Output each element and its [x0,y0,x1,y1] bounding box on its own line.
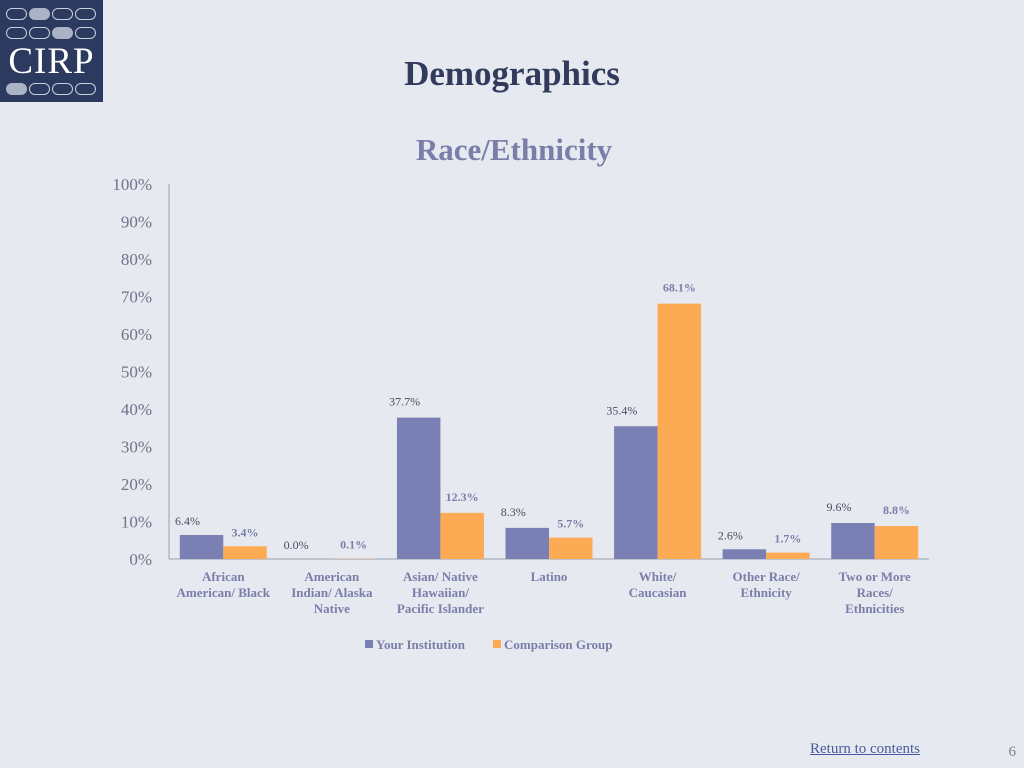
x-category-label: White/ [639,569,677,584]
bar-your-institution [831,523,875,559]
legend-swatch [493,640,501,648]
y-tick-label: 40% [121,400,152,419]
data-label: 2.6% [718,528,743,542]
data-label: 1.7% [774,532,801,546]
x-category-label: Native [314,601,350,616]
data-label: 6.4% [175,514,200,528]
x-category-label: Asian/ Native [403,569,478,584]
logo-pill [52,27,73,39]
x-category-label: American [304,569,360,584]
x-category-label: Caucasian [629,585,688,600]
logo-pill [6,8,27,20]
bar-your-institution [614,426,658,559]
y-tick-label: 0% [129,550,152,569]
logo-pill [6,83,27,95]
logo-pill [29,27,50,39]
data-label: 8.3% [501,505,526,519]
data-label: 0.0% [284,538,309,552]
y-tick-label: 10% [121,513,152,532]
chart-title: Race/Ethnicity [415,132,613,167]
logo-pill [75,8,96,20]
y-tick-label: 20% [121,475,152,494]
bar-comparison-group [874,526,919,559]
logo-pill [6,27,27,39]
page-title: Demographics [404,54,620,93]
bar-comparison-group [549,537,593,559]
x-category-label: African [202,569,245,584]
logo-pill [75,83,96,95]
cirp-logo: CIRP [0,0,103,102]
logo-pill [75,27,96,39]
legend-swatch [365,640,373,648]
y-tick-label: 80% [121,250,152,269]
data-label: 8.8% [883,503,910,517]
return-to-contents-link[interactable]: Return to contents [810,741,920,757]
page-number: 6 [1008,744,1017,760]
y-tick-label: 60% [121,325,152,344]
x-category-label: Pacific Islander [397,601,484,616]
y-tick-label: 30% [121,438,152,457]
logo-text: CIRP [8,41,95,82]
bar-comparison-group [766,552,810,559]
logo-pill [29,8,50,20]
data-label: 35.4% [606,403,637,417]
y-tick-label: 100% [112,175,152,194]
bar-your-institution [396,417,441,559]
x-category-label: American/ Black [177,585,271,600]
x-category-label: Races/ [857,585,893,600]
bar-your-institution [179,535,224,559]
logo-pill [29,83,50,95]
legend-label: Comparison Group [504,637,612,652]
x-category-label: Indian/ Alaska [291,585,373,600]
y-tick-label: 90% [121,213,152,232]
data-label: 12.3% [446,490,479,504]
data-label: 37.7% [389,395,420,409]
x-category-label: Two or More [839,569,911,584]
data-label: 9.6% [826,500,851,514]
data-label: 68.1% [663,281,696,295]
data-label: 5.7% [557,517,584,531]
y-tick-label: 50% [121,363,152,382]
bar-your-institution [722,549,767,559]
bar-comparison-group [223,546,267,559]
bar-comparison-group [657,303,702,559]
logo-pill [52,83,73,95]
bar-comparison-group [440,512,484,559]
x-category-label: Other Race/ [733,569,801,584]
x-category-label: Latino [531,569,568,584]
logo-pill [52,8,73,20]
bar-your-institution [505,527,549,559]
data-label: 0.1% [340,538,367,552]
x-category-label: Hawaiian/ [412,585,469,600]
data-label: 3.4% [232,525,259,539]
legend-label: Your Institution [376,637,466,652]
y-tick-label: 70% [121,288,152,307]
x-category-label: Ethnicities [845,601,904,616]
x-category-label: Ethnicity [740,585,792,600]
